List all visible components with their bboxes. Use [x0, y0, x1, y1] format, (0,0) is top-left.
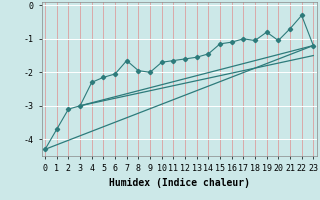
X-axis label: Humidex (Indice chaleur): Humidex (Indice chaleur) — [109, 178, 250, 188]
